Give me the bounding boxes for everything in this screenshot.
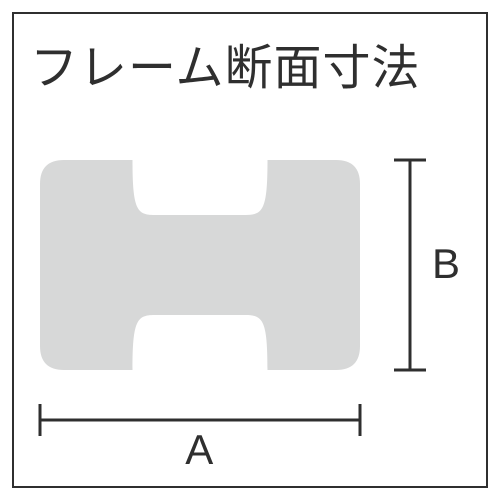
dimension-label-a: A bbox=[185, 426, 213, 474]
dimension-lines bbox=[0, 0, 500, 500]
dimension-label-b: B bbox=[432, 240, 460, 288]
